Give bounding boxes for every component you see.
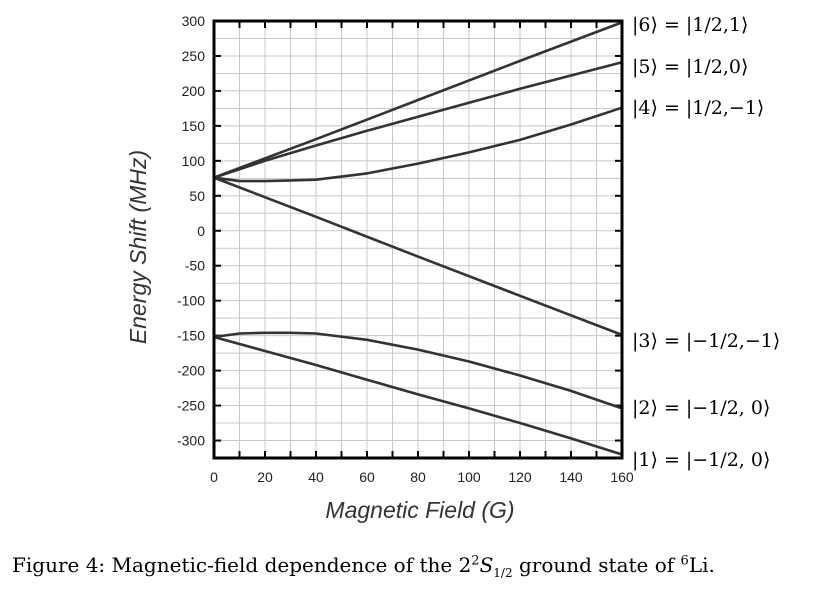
x-tick-label: 60 <box>359 469 375 485</box>
y-tick-label: 0 <box>197 223 205 239</box>
y-tick-label: -100 <box>177 293 205 309</box>
y-tick-label: 300 <box>182 13 206 29</box>
caption-sup-isotope: 6 <box>680 553 689 569</box>
series-line <box>213 176 623 337</box>
x-tick-label: 160 <box>610 469 634 485</box>
caption-sub-j: 1/2 <box>493 566 513 580</box>
x-tick-label: 100 <box>457 469 481 485</box>
y-tick-labels: 300 250 200 150 100 50 0 -50 -100 -150 -200 -250 -30… <box>177 13 205 449</box>
plot-frame <box>212 19 624 460</box>
state-labels: |6⟩ = |1/2,1⟩ |5⟩ = |1/2,0⟩ |4⟩ = |1/2,−1⟩… <box>632 14 780 471</box>
caption-middle: ground state of <box>512 553 681 577</box>
series-line <box>213 331 623 410</box>
caption-prefix: Figure 4: Magnetic-field dependence of t… <box>12 553 472 577</box>
y-tick-label: 200 <box>182 83 206 99</box>
series-line <box>213 335 623 456</box>
x-tick-label: 140 <box>559 469 583 485</box>
x-axis-label: Magnetic Field (G) <box>325 497 514 523</box>
series-line <box>213 21 623 179</box>
y-tick-label: 50 <box>189 188 205 204</box>
series-lines <box>213 21 623 456</box>
grid <box>214 21 622 458</box>
state-label: |4⟩ = |1/2,−1⟩ <box>632 97 764 119</box>
state-label: |2⟩ = |−1/2, 0⟩ <box>632 397 770 419</box>
state-label: |1⟩ = |−1/2, 0⟩ <box>632 449 770 471</box>
state-label: |3⟩ = |−1/2,−1⟩ <box>632 330 780 352</box>
x-tick-label: 80 <box>410 469 426 485</box>
y-axis-label: Energy Shift (MHz) <box>125 150 151 344</box>
energy-shift-chart: 300250200150100500-50-100-150-200-250-30… <box>125 13 780 523</box>
y-tick-label: -50 <box>185 258 205 274</box>
caption-sup-multiplicity: 2 <box>471 553 480 569</box>
caption-suffix: Li. <box>688 553 715 577</box>
series-line <box>213 61 623 179</box>
y-tick-label: -300 <box>177 433 205 449</box>
caption-term-symbol: S <box>479 553 494 577</box>
x-tick-label: 120 <box>508 469 532 485</box>
y-tick-label: -250 <box>177 398 205 414</box>
x-tick-label: 0 <box>210 469 218 485</box>
y-tick-label: 150 <box>182 118 206 134</box>
x-tick-label: 40 <box>308 469 324 485</box>
x-tick-label: 20 <box>257 469 273 485</box>
series-line <box>213 106 623 183</box>
y-tick-label: -200 <box>177 363 205 379</box>
state-label: |5⟩ = |1/2,0⟩ <box>632 56 748 78</box>
y-tick-label: 100 <box>182 153 206 169</box>
y-tick-label: -150 <box>177 328 205 344</box>
x-tick-labels: 0 20 40 60 80 100 120 140 160 <box>210 469 634 485</box>
state-label: |6⟩ = |1/2,1⟩ <box>632 14 748 36</box>
y-tick-label: 250 <box>182 48 206 64</box>
figure-caption: Figure 4: Magnetic-field dependence of t… <box>12 553 812 580</box>
